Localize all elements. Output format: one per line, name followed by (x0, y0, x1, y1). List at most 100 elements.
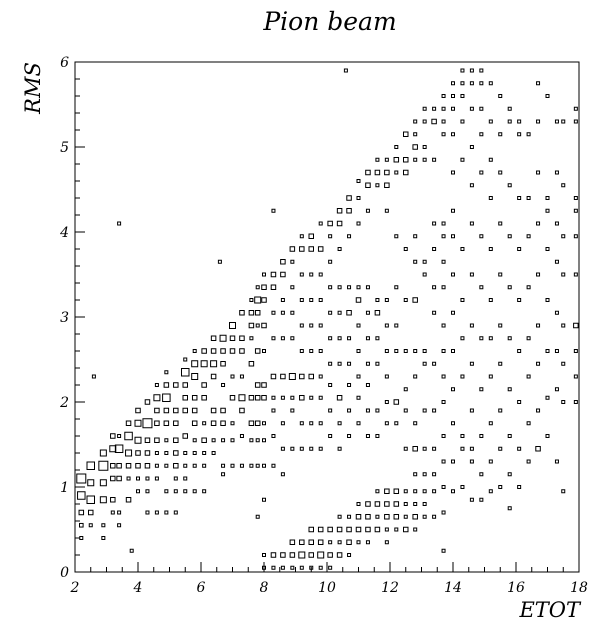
data-box (86, 495, 95, 504)
data-box (469, 459, 474, 464)
data-box (254, 310, 261, 316)
data-box (210, 420, 217, 426)
data-box (117, 434, 122, 438)
data-box (507, 387, 512, 392)
data-box (375, 361, 380, 366)
x-tick-label: 10 (318, 580, 336, 596)
data-box (526, 459, 531, 464)
data-box (432, 247, 437, 251)
data-box (173, 407, 179, 414)
data-box (327, 552, 333, 558)
data-box (374, 526, 381, 533)
data-box (393, 157, 400, 163)
data-box (365, 514, 371, 520)
x-tick-label: 16 (507, 580, 525, 596)
data-box (403, 349, 408, 353)
data-box (164, 510, 169, 515)
data-box (309, 323, 314, 328)
data-box (145, 489, 150, 494)
data-box (124, 431, 133, 441)
data-box (142, 418, 153, 429)
data-box (110, 475, 116, 482)
x-tick-label: 12 (381, 580, 399, 596)
data-box (299, 272, 304, 277)
data-box (254, 420, 261, 426)
data-box (413, 132, 418, 137)
data-box (469, 106, 474, 111)
data-box (239, 374, 244, 379)
data-box (384, 514, 390, 520)
data-box (318, 221, 323, 226)
x-tick-label: 18 (570, 580, 588, 596)
data-box (441, 434, 446, 438)
data-box (173, 450, 179, 456)
data-box (375, 514, 380, 519)
data-box (403, 131, 409, 137)
data-box (469, 361, 474, 366)
data-box (469, 145, 474, 149)
data-box (422, 106, 427, 111)
data-box (432, 446, 437, 451)
data-box (125, 420, 132, 426)
data-box (365, 169, 371, 176)
data-box (262, 421, 266, 426)
data-box (280, 472, 285, 477)
data-box (561, 400, 566, 404)
data-box (309, 272, 314, 277)
data-box (154, 510, 159, 515)
data-box (271, 408, 276, 413)
data-box (554, 349, 559, 353)
data-box (164, 489, 169, 494)
data-box (356, 395, 361, 400)
data-box (536, 408, 541, 413)
data-box (432, 221, 437, 226)
data-box (403, 247, 408, 251)
data-box (201, 382, 207, 388)
data-box (192, 463, 197, 468)
data-box (200, 360, 208, 368)
data-box (101, 536, 106, 540)
data-box (507, 183, 512, 188)
data-box (262, 497, 266, 502)
data-box (154, 476, 159, 481)
data-box (498, 272, 503, 277)
data-box (318, 446, 323, 451)
data-box (393, 514, 400, 520)
data-box (255, 438, 260, 443)
data-box (356, 421, 361, 426)
data-box (230, 374, 235, 379)
data-box (221, 383, 226, 387)
data-box (365, 310, 370, 315)
data-box (248, 361, 255, 367)
data-box (290, 285, 295, 290)
data-box (249, 336, 254, 341)
data-box (110, 433, 116, 439)
x-tick-label: 4 (133, 580, 143, 596)
data-box (248, 395, 255, 401)
data-box (561, 361, 566, 366)
data-box (210, 360, 218, 368)
data-box (422, 489, 427, 494)
data-box (384, 540, 389, 545)
data-box (309, 349, 314, 353)
data-box (432, 472, 437, 477)
data-box (328, 434, 333, 438)
data-box (451, 106, 455, 111)
data-box (460, 94, 465, 98)
data-box (451, 81, 455, 86)
data-box (554, 387, 559, 392)
data-box (135, 407, 141, 414)
data-box (248, 310, 255, 316)
data-box (479, 472, 484, 477)
data-box (239, 335, 245, 341)
data-box (422, 157, 427, 162)
data-box (347, 285, 352, 290)
data-box (536, 272, 541, 277)
data-box (88, 523, 93, 528)
data-box (337, 361, 342, 366)
data-box (318, 349, 323, 353)
data-box (536, 221, 541, 226)
data-box (517, 119, 522, 124)
data-box (545, 208, 550, 213)
data-box (479, 68, 484, 73)
